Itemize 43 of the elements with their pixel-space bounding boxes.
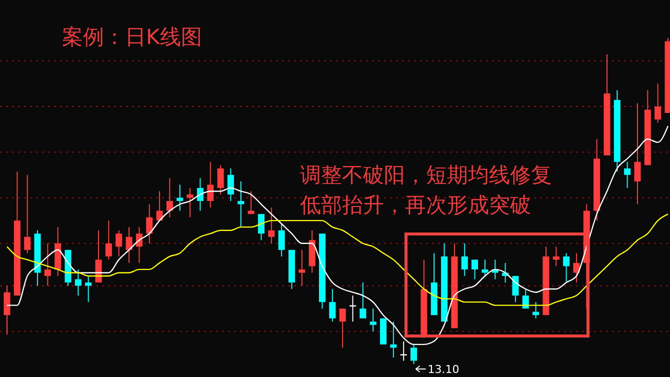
- candlestick: [461, 242, 468, 276]
- candlestick: [532, 302, 540, 319]
- candlestick: [44, 242, 51, 286]
- annotation: 低部抬升，再次形成突破: [300, 193, 531, 217]
- candlestick: [370, 308, 376, 332]
- candlestick: [186, 187, 194, 218]
- candlestick: [85, 275, 92, 303]
- annotation: 调整不破阳，短期均线修复: [300, 163, 552, 187]
- candlestick: [105, 220, 112, 260]
- candlestick: [95, 230, 102, 283]
- candlestick: [227, 168, 234, 202]
- candlestick: [573, 252, 580, 283]
- candlestick: [116, 230, 122, 257]
- candlestick: [278, 223, 285, 257]
- candlestick: [552, 246, 560, 267]
- candlestick: [390, 321, 397, 358]
- candlestick: [146, 204, 153, 244]
- candlestick: [74, 268, 82, 296]
- candlestick: [624, 161, 631, 188]
- candlestick: [166, 178, 173, 218]
- candlestick: [472, 259, 478, 280]
- candlestick: [207, 161, 214, 208]
- candlestick: [238, 180, 244, 228]
- candlestick: [339, 308, 346, 348]
- candlestick: [126, 226, 132, 264]
- candlestick: [298, 249, 306, 286]
- candlestick: [482, 259, 488, 276]
- candlestick: [268, 207, 275, 244]
- candlestick: [400, 340, 407, 362]
- candlestick: [4, 285, 10, 336]
- candlestick: [217, 164, 224, 195]
- candlestick: [634, 102, 641, 205]
- candlestick: [329, 288, 336, 322]
- candlestick: [24, 174, 31, 254]
- candlestick: [563, 252, 570, 283]
- candlestick: [248, 190, 254, 215]
- annotation: 13.10: [428, 363, 460, 376]
- candlestick: [360, 282, 366, 319]
- candlestick: [410, 344, 418, 364]
- candlestick: [258, 214, 264, 241]
- chart-title: 案例：日K线图: [62, 25, 202, 49]
- candlestick: [654, 83, 662, 124]
- candlestick: [176, 184, 184, 212]
